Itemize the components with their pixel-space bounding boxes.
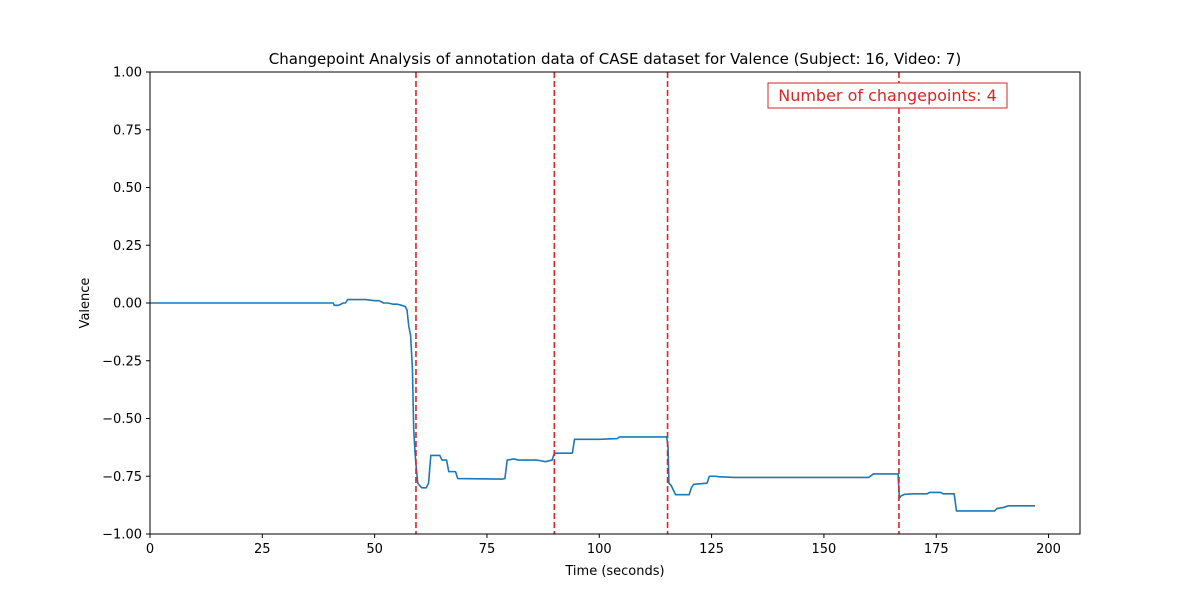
- x-tick-label: 175: [924, 542, 949, 557]
- annotation-text: Number of changepoints: 4: [778, 86, 997, 105]
- y-tick-label: 0.25: [113, 239, 142, 254]
- x-tick-label: 25: [254, 542, 271, 557]
- x-tick-label: 50: [366, 542, 383, 557]
- x-axis-label: Time (seconds): [564, 564, 664, 579]
- plot-area: 0 25 50 75 100 125 150 175 200 1.00 0.75 0.50 0.25 0.…: [102, 66, 1081, 557]
- y-tick-label: 1.00: [113, 66, 142, 81]
- y-tick-label: 0.50: [113, 181, 142, 196]
- y-tick-label: −1.00: [102, 528, 142, 543]
- x-tick-label: 200: [1036, 542, 1061, 557]
- x-tick-label: 125: [699, 542, 724, 557]
- x-tick-label: 0: [146, 542, 154, 557]
- y-tick-label: −0.75: [102, 470, 142, 485]
- x-tick-label: 100: [587, 542, 612, 557]
- y-tick-label: −0.50: [102, 412, 142, 427]
- y-tick-label: 0.75: [113, 123, 142, 138]
- x-tick-label: 75: [479, 542, 496, 557]
- y-axis-label: Valence: [78, 278, 93, 329]
- y-tick-label: 0.00: [113, 297, 142, 312]
- chart-title: Changepoint Analysis of annotation data …: [269, 50, 961, 68]
- changepoint-count-annotation: Number of changepoints: 4: [767, 82, 1008, 109]
- annotation-box: [767, 82, 1008, 109]
- y-tick-label: −0.25: [102, 354, 142, 369]
- x-tick-label: 150: [811, 542, 836, 557]
- series-line-0: [150, 298, 1036, 512]
